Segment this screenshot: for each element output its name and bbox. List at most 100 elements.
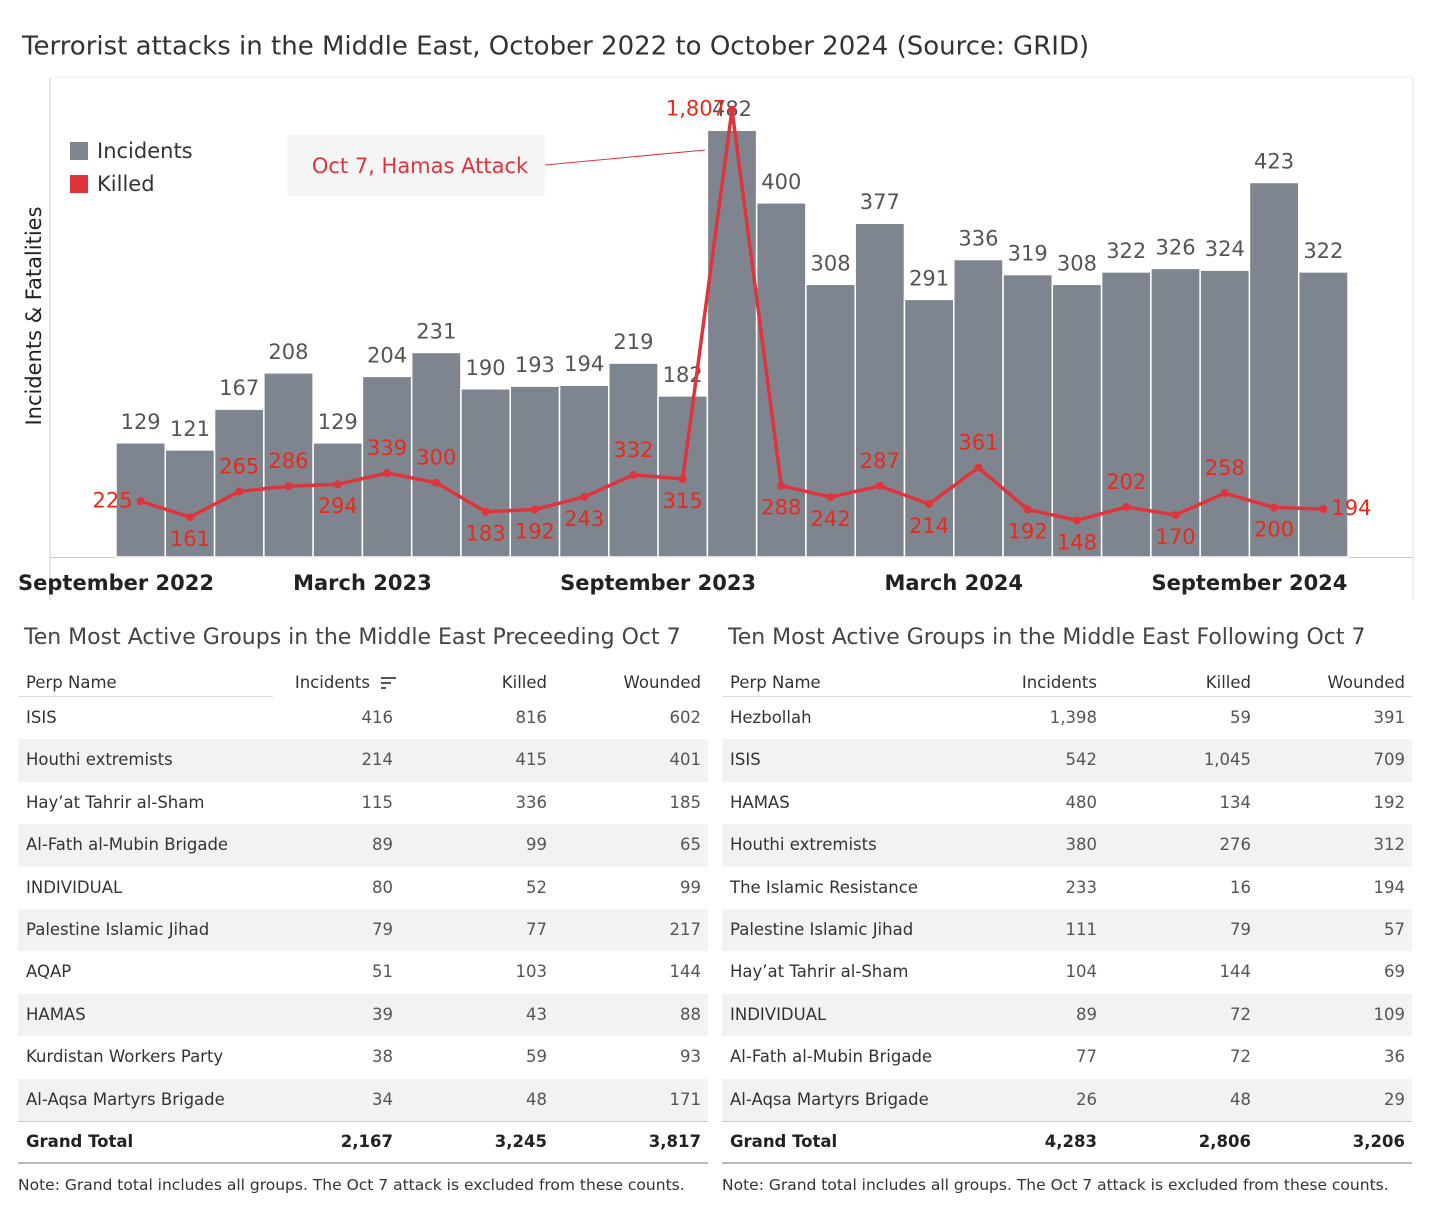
bar-label: 319 — [1008, 242, 1048, 266]
bar — [953, 258, 1004, 558]
bar-label: 308 — [1057, 251, 1097, 275]
cell-value: 38 — [372, 1047, 393, 1067]
row-band — [18, 824, 708, 867]
bar — [213, 408, 265, 558]
cell-value: 72 — [1230, 1004, 1251, 1024]
data-label: 287 — [860, 449, 900, 473]
cell-value: 312 — [1373, 835, 1406, 855]
bar — [706, 129, 758, 558]
total-value: 3,245 — [494, 1132, 547, 1151]
row-band — [722, 909, 1412, 952]
point — [1171, 510, 1180, 519]
bar-label: 129 — [121, 410, 161, 434]
cell-value: 77 — [526, 920, 547, 939]
row-label: Al-Fath al-Mubin Brigade — [26, 835, 229, 855]
point — [481, 507, 490, 516]
total-value: 3,206 — [1352, 1132, 1405, 1151]
x-tick-label: March 2024 — [884, 571, 1023, 595]
total-rule — [18, 1162, 708, 1164]
data-label: 192 — [515, 519, 555, 543]
row-label: AQAP — [26, 962, 72, 982]
line-series: 225 161 265 286 294 339 300 183 192 243 332 315 1,80… — [93, 97, 1372, 555]
data-label: 243 — [564, 507, 604, 531]
cell-value: 380 — [1065, 835, 1098, 855]
bar — [903, 298, 955, 558]
cell-value: 79 — [372, 920, 393, 939]
row-label: INDIVIDUAL — [730, 1004, 827, 1024]
bar — [558, 384, 610, 558]
cell-value: 480 — [1065, 792, 1098, 812]
y-axis-label: Incidents & Fatalities — [22, 206, 46, 425]
cell-value: 72 — [1230, 1047, 1251, 1067]
cell-value: 214 — [361, 750, 394, 770]
table-title: Ten Most Active Groups in the Middle Eas… — [24, 625, 681, 650]
row-label: INDIVIDUAL — [26, 877, 123, 897]
plot: September 2022 March 2023 September 2023 Ma… — [18, 97, 1413, 595]
point — [284, 482, 293, 491]
row-label: Hay’at Tahrir al-Sham — [730, 962, 909, 982]
point — [1122, 502, 1131, 511]
column-header: Killed — [1205, 673, 1251, 692]
total-label: Grand Total — [730, 1132, 838, 1151]
point — [678, 475, 687, 484]
x-tick-label: March 2023 — [293, 571, 432, 595]
point — [777, 481, 786, 490]
column-header: Killed — [501, 673, 547, 692]
bar-label: 308 — [811, 251, 851, 275]
chart-title: Terrorist attacks in the Middle East, Oc… — [21, 32, 1089, 62]
header-rule — [722, 696, 1412, 697]
column-header: Incidents — [1021, 673, 1097, 692]
point — [530, 505, 539, 514]
data-label: 183 — [466, 522, 506, 546]
table-title: Ten Most Active Groups in the Middle Eas… — [728, 625, 1366, 650]
point — [925, 500, 934, 509]
data-label: 200 — [1254, 517, 1294, 541]
bar-label: 400 — [761, 170, 801, 194]
data-label: 339 — [367, 436, 407, 460]
point — [1319, 504, 1328, 513]
legend-label: Incidents — [97, 139, 193, 163]
cell-value: 48 — [526, 1089, 547, 1109]
table: Perp Name Incidents Killed Wounded ISIS 416 81… — [18, 0, 708, 1216]
cell-value: 77 — [1076, 1047, 1097, 1067]
cell-value: 59 — [526, 1047, 547, 1067]
bar-label: 121 — [170, 417, 210, 441]
row-band — [722, 1078, 1412, 1121]
overlay: Oct 7, Hamas Attack — [287, 135, 706, 196]
cell-value: 57 — [1384, 920, 1405, 939]
legend: Incidents Killed — [70, 139, 193, 196]
cell-value: 416 — [361, 708, 394, 727]
data-label: 332 — [613, 438, 653, 462]
cell-value: 39 — [372, 1004, 393, 1024]
row-label: Palestine Islamic Jihad — [730, 920, 914, 939]
row-label: Houthi extremists — [730, 835, 877, 855]
row-label: Palestine Islamic Jihad — [26, 920, 210, 939]
cell-value: 542 — [1065, 750, 1098, 770]
cell-value: 80 — [372, 877, 393, 897]
cell-value: 93 — [680, 1047, 701, 1067]
bar-label: 336 — [958, 227, 998, 251]
point — [1072, 516, 1081, 525]
row-label: Houthi extremists — [26, 750, 173, 770]
row-label: The Islamic Resistance — [730, 877, 918, 897]
data-label: 258 — [1205, 456, 1245, 480]
point — [235, 487, 244, 496]
cell-value: 602 — [669, 708, 702, 727]
cell-value: 194 — [1373, 877, 1406, 897]
point — [974, 463, 983, 472]
bar-label: 231 — [416, 319, 456, 343]
sort-icon[interactable] — [381, 676, 397, 690]
cell-value: 89 — [1076, 1004, 1097, 1024]
cell-value: 99 — [526, 835, 547, 855]
header-rule — [18, 696, 273, 697]
cell-value: 415 — [515, 750, 548, 770]
column-header: Perp Name — [26, 673, 117, 692]
row-label: Al-Aqsa Martyrs Brigade — [730, 1089, 929, 1109]
cell-value: 29 — [1384, 1089, 1405, 1109]
cell-value: 391 — [1373, 708, 1406, 727]
bar-label: 324 — [1205, 237, 1245, 261]
bar — [164, 449, 216, 558]
point — [728, 105, 736, 114]
data-label: 225 — [93, 488, 133, 512]
